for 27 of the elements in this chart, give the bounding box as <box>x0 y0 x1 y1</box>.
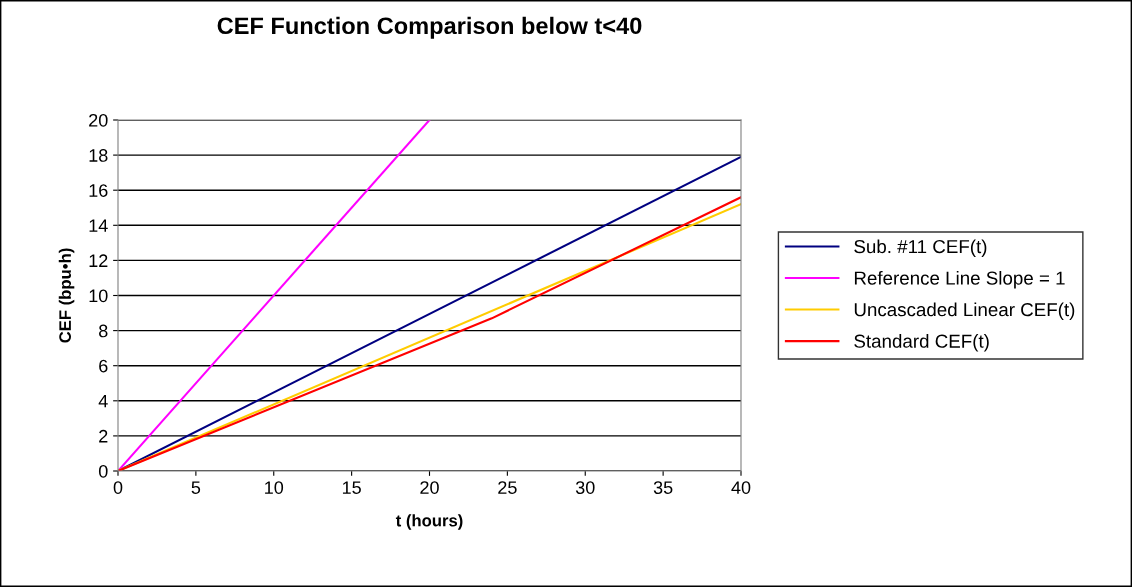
x-tick-label: 20 <box>420 481 439 494</box>
y-tick-label: 10 <box>89 289 108 303</box>
y-tick-label: 18 <box>89 149 108 162</box>
x-tick-label: 10 <box>265 481 284 494</box>
y-tick-label: 2 <box>99 429 108 443</box>
chart-title: CEF Function Comparison below t<40 <box>217 16 642 39</box>
x-axis-title: t (hours) <box>395 514 463 530</box>
y-tick-label: 16 <box>89 184 108 197</box>
legend-label: Sub. #11 CEF(t) <box>854 239 987 257</box>
x-tick-label: 30 <box>575 481 595 494</box>
x-tick-label: 25 <box>498 481 517 494</box>
legend-label: Standard CEF(t) <box>854 334 989 352</box>
y-tick-label: 14 <box>89 219 108 232</box>
y-tick-label: 6 <box>99 359 108 373</box>
x-tick-label: 15 <box>342 481 361 494</box>
y-tick-label: 8 <box>99 324 108 338</box>
y-tick-label: 4 <box>98 394 108 408</box>
x-tick-label: 35 <box>653 481 673 494</box>
x-tick-label: 5 <box>191 481 201 494</box>
legend-label: Reference Line Slope = 1 <box>854 270 1065 289</box>
y-tick-label: 12 <box>89 254 108 267</box>
y-tick-label: 20 <box>89 113 108 127</box>
x-tick-label: 0 <box>113 481 123 494</box>
legend-label: Uncascaded Linear CEF(t) <box>854 302 1075 320</box>
y-tick-label: 0 <box>98 464 108 478</box>
x-tick-label: 40 <box>731 481 751 494</box>
y-axis-title: CEF (bpu•h) <box>58 248 75 343</box>
